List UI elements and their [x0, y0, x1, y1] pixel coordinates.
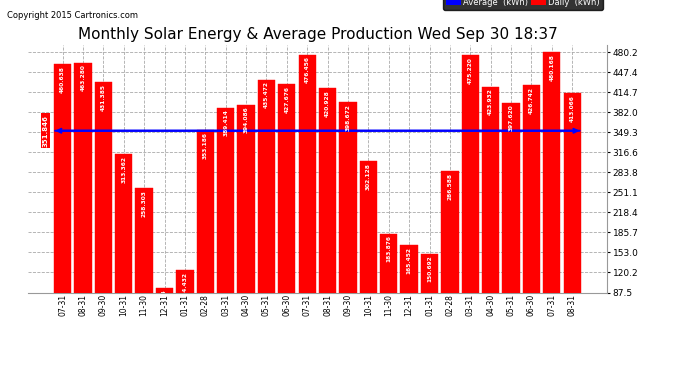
Bar [115, 154, 132, 346]
Bar [54, 64, 71, 346]
Bar [217, 108, 235, 346]
Text: 423.932: 423.932 [488, 88, 493, 116]
Bar [523, 85, 540, 346]
Bar [299, 54, 316, 346]
Text: 150.692: 150.692 [427, 256, 432, 282]
Bar [359, 161, 377, 346]
Bar [258, 80, 275, 346]
Text: 124.432: 124.432 [182, 272, 188, 299]
Bar [176, 270, 194, 346]
Text: 286.588: 286.588 [447, 172, 453, 200]
Bar [502, 103, 520, 346]
Text: 431.385: 431.385 [101, 84, 106, 111]
Text: 426.742: 426.742 [529, 87, 534, 114]
Bar [95, 82, 112, 346]
Text: 398.672: 398.672 [346, 104, 351, 131]
Bar [421, 254, 438, 346]
Text: 475.220: 475.220 [468, 57, 473, 84]
Text: 389.414: 389.414 [223, 110, 228, 136]
Text: 413.066: 413.066 [570, 95, 575, 122]
Bar [482, 87, 500, 346]
Text: 313.362: 313.362 [121, 156, 126, 183]
Bar [441, 171, 459, 346]
Bar [380, 234, 397, 346]
Bar [278, 84, 295, 346]
Bar [197, 130, 214, 346]
Bar [319, 88, 336, 346]
Bar [564, 93, 581, 346]
Bar [135, 188, 152, 346]
Bar [543, 52, 560, 346]
Bar [237, 105, 255, 346]
Bar [156, 288, 173, 346]
Text: 302.128: 302.128 [366, 163, 371, 190]
Text: 258.303: 258.303 [141, 190, 147, 217]
Bar [75, 63, 92, 346]
Text: 397.620: 397.620 [509, 105, 513, 131]
Text: 351.846: 351.846 [42, 115, 48, 147]
Text: 394.086: 394.086 [244, 107, 248, 134]
Text: 427.676: 427.676 [284, 86, 289, 113]
Bar [400, 245, 417, 346]
Text: 353.186: 353.186 [203, 132, 208, 159]
Text: 460.638: 460.638 [60, 66, 65, 93]
Text: 435.472: 435.472 [264, 81, 269, 108]
Text: 183.876: 183.876 [386, 236, 391, 262]
Bar [462, 55, 479, 346]
Bar [339, 102, 357, 346]
Text: 420.928: 420.928 [325, 90, 330, 117]
Text: Copyright 2015 Cartronics.com: Copyright 2015 Cartronics.com [7, 11, 138, 20]
Title: Monthly Solar Energy & Average Production Wed Sep 30 18:37: Monthly Solar Energy & Average Productio… [77, 27, 558, 42]
Text: 165.452: 165.452 [406, 247, 412, 274]
Legend: Average  (kWh), Daily  (kWh): Average (kWh), Daily (kWh) [443, 0, 603, 9]
Text: 463.280: 463.280 [81, 64, 86, 91]
Text: 476.456: 476.456 [305, 56, 310, 83]
Text: 95.214: 95.214 [162, 290, 167, 312]
Text: 480.168: 480.168 [549, 54, 554, 81]
